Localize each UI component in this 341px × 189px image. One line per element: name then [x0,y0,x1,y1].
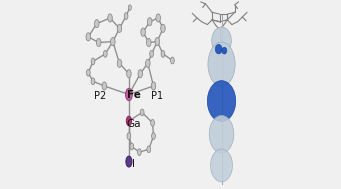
Ellipse shape [91,78,95,85]
Ellipse shape [152,133,155,139]
Ellipse shape [212,27,231,54]
Text: P1: P1 [151,91,163,101]
Ellipse shape [97,38,101,47]
Ellipse shape [128,5,131,10]
Ellipse shape [211,149,233,182]
Ellipse shape [86,69,90,76]
Ellipse shape [126,156,132,167]
Ellipse shape [156,14,161,22]
Ellipse shape [146,59,150,67]
Ellipse shape [141,28,145,36]
Ellipse shape [222,47,227,54]
Ellipse shape [126,116,132,126]
Ellipse shape [150,50,153,57]
Ellipse shape [130,143,134,150]
Ellipse shape [215,44,222,54]
Ellipse shape [155,37,160,46]
Ellipse shape [161,50,165,57]
Ellipse shape [140,109,144,116]
Ellipse shape [138,70,143,78]
Ellipse shape [125,88,132,101]
Ellipse shape [103,50,107,57]
Ellipse shape [102,82,107,90]
Ellipse shape [151,119,154,126]
Ellipse shape [94,19,99,28]
Ellipse shape [117,24,122,33]
Text: I: I [132,160,135,169]
Ellipse shape [137,149,141,156]
Ellipse shape [161,24,165,33]
Ellipse shape [86,33,91,41]
Text: Ga: Ga [127,119,141,129]
Ellipse shape [147,18,152,26]
Ellipse shape [147,146,151,153]
Ellipse shape [151,82,156,90]
Ellipse shape [147,38,151,47]
Ellipse shape [108,14,112,22]
Ellipse shape [207,81,236,122]
Text: Fe: Fe [127,90,140,99]
Ellipse shape [127,133,131,139]
Ellipse shape [91,58,95,65]
Ellipse shape [124,13,128,19]
Ellipse shape [110,37,115,46]
Ellipse shape [209,115,234,153]
Ellipse shape [127,70,131,78]
Text: P2: P2 [93,91,106,101]
Ellipse shape [170,57,174,64]
Ellipse shape [208,42,235,86]
Ellipse shape [117,59,122,67]
